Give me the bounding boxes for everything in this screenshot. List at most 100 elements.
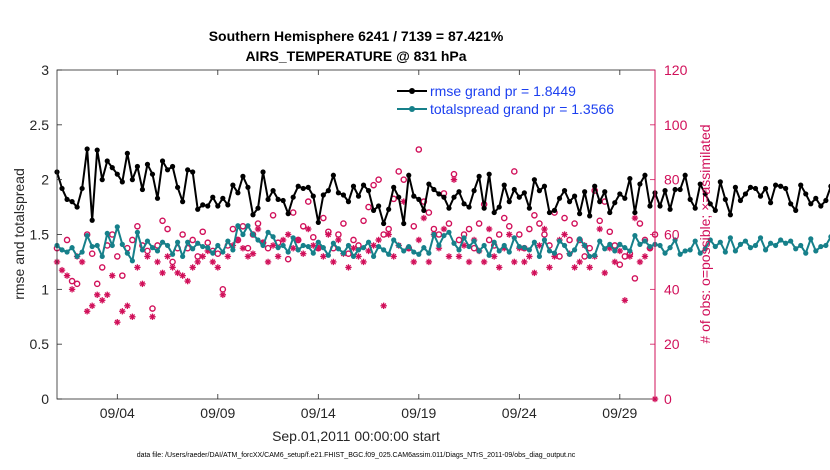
obs-assimilated-stroke-7-3 bbox=[89, 303, 95, 309]
rmse-point-150 bbox=[808, 201, 814, 207]
rmse-point-8 bbox=[94, 147, 100, 153]
rmse-point-103 bbox=[571, 193, 578, 199]
obs-assimilated-point-7 bbox=[88, 302, 96, 309]
obs-possible-point-40 bbox=[264, 244, 272, 252]
totalspread-point-46 bbox=[285, 249, 291, 255]
totalspread-point-91 bbox=[511, 235, 517, 241]
obs-assimilated-stroke-13-3 bbox=[119, 308, 126, 314]
totalspread-point-97 bbox=[541, 237, 548, 243]
rmse-point-88 bbox=[496, 204, 502, 210]
rmse-point-105 bbox=[582, 189, 588, 195]
rmse-point-75 bbox=[431, 186, 437, 193]
obs-assimilated-point-43 bbox=[269, 242, 277, 249]
obs-assimilated-point-82 bbox=[465, 258, 473, 266]
rmse-point-146 bbox=[788, 201, 794, 207]
x-axis-label: Sep.01,2011 00:00:00 start bbox=[272, 428, 440, 444]
obs-possible-point-11 bbox=[119, 272, 126, 279]
obs-assimilated-stroke-67-3 bbox=[390, 253, 397, 260]
totalspread-point-140 bbox=[757, 235, 764, 241]
obs-assimilated-stroke-64-3 bbox=[375, 237, 382, 243]
obs-assimilated-point-3 bbox=[68, 286, 76, 293]
totalspread-point-64 bbox=[376, 243, 382, 250]
rmse-point-26 bbox=[185, 167, 191, 173]
obs-assimilated-stroke-86-3 bbox=[486, 226, 492, 232]
obs-assimilated-stroke-74-3 bbox=[426, 259, 432, 265]
rmse-point-62 bbox=[365, 188, 372, 194]
obs-assimilated-point-46 bbox=[284, 231, 292, 238]
rmse-point-114 bbox=[627, 175, 633, 182]
rmse-point-6 bbox=[84, 146, 90, 152]
rmse-point-64 bbox=[376, 203, 382, 209]
obs-assimilated-stroke-38-3 bbox=[245, 253, 251, 260]
obs-assimilated-point-18 bbox=[144, 253, 151, 260]
obs-assimilated-stroke-106-3 bbox=[586, 264, 593, 271]
obs-possible-point-71 bbox=[425, 209, 433, 216]
obs-assimilated-stroke-62-3 bbox=[365, 248, 372, 254]
obs-assimilated-point-20 bbox=[154, 258, 161, 266]
totalspread-point-8 bbox=[94, 242, 100, 249]
y-axis-label-left: rmse and totalspread bbox=[11, 168, 27, 300]
obs-assimilated-stroke-58-3 bbox=[345, 264, 352, 271]
rmse-point-100 bbox=[556, 195, 563, 201]
totalspread-point-16 bbox=[134, 229, 141, 235]
totalspread-point-34 bbox=[225, 238, 231, 244]
x-axis: 09/04 09/09 09/14 09/19 09/24 09/29 bbox=[100, 70, 638, 421]
totalspread-point-130 bbox=[707, 237, 713, 243]
obs-assimilated-point-13 bbox=[119, 308, 126, 315]
totalspread-point-49 bbox=[300, 242, 306, 249]
rmse-point-40 bbox=[255, 205, 261, 211]
rmse-point-77 bbox=[441, 194, 447, 200]
obs-assimilated-point-117 bbox=[641, 253, 649, 260]
rmse-point-142 bbox=[767, 200, 774, 206]
obs-assimilated-stroke-50-3 bbox=[305, 226, 311, 232]
x-tick-label-5: 09/29 bbox=[602, 405, 637, 421]
obs-possible-point-68 bbox=[410, 222, 418, 230]
totalspread-point-24 bbox=[175, 239, 181, 245]
obs-assimilated-point-27 bbox=[189, 264, 196, 271]
obs-assimilated-stroke-22-3 bbox=[164, 253, 171, 260]
obs-assimilated-point-2 bbox=[63, 272, 71, 279]
obs-assimilated-stroke-115-3 bbox=[632, 215, 638, 221]
rmse-point-121 bbox=[662, 188, 668, 194]
obs-assimilated-stroke-72-3 bbox=[416, 237, 422, 243]
obs-assimilated-point-22 bbox=[164, 253, 171, 260]
y-axis-label-right: # of obs: o=possible; ×=assimilated bbox=[697, 124, 713, 343]
totalspread-point-27 bbox=[190, 246, 196, 252]
obs-assimilated-point-114 bbox=[626, 253, 634, 260]
totalspread-point-108 bbox=[597, 238, 603, 244]
obs-assimilated-stroke-53-3 bbox=[320, 253, 327, 260]
obs-assimilated-point-6 bbox=[83, 308, 91, 315]
totalspread-point-87 bbox=[491, 239, 497, 245]
rmse-point-148 bbox=[798, 182, 804, 188]
obs-assimilated-point-8 bbox=[94, 291, 101, 299]
obs-assimilated-point-11 bbox=[109, 272, 116, 279]
rmse-point-80 bbox=[456, 189, 462, 195]
obs-possible-point-98 bbox=[561, 214, 568, 222]
totalspread-point-131 bbox=[712, 243, 718, 250]
totalspread-point-18 bbox=[144, 238, 151, 244]
obs-assimilated-stroke-8-3 bbox=[94, 292, 100, 298]
rmse-point-127 bbox=[692, 205, 698, 211]
x-tick-label-1: 09/09 bbox=[200, 405, 235, 421]
x-tick-label-4: 09/24 bbox=[502, 405, 537, 421]
obs-assimilated-point-74 bbox=[425, 258, 433, 266]
rmse-point-60 bbox=[355, 193, 362, 199]
obs-assimilated-point-106 bbox=[586, 264, 593, 271]
obs-assimilated-stroke-26-3 bbox=[184, 278, 191, 284]
rmse-point-97 bbox=[541, 183, 548, 189]
rmse-point-152 bbox=[818, 203, 824, 209]
obs-possible-point-103 bbox=[586, 244, 593, 252]
obs-assimilated-stroke-47-3 bbox=[290, 245, 296, 251]
totalspread-point-133 bbox=[722, 249, 728, 255]
totalspread-point-132 bbox=[717, 239, 723, 245]
totalspread-point-11 bbox=[109, 242, 115, 249]
obs-assimilated-stroke-91-3 bbox=[511, 259, 517, 265]
rmse-point-27 bbox=[190, 169, 196, 175]
x-tick-label-2: 09/14 bbox=[301, 405, 336, 421]
totalspread-point-146 bbox=[788, 238, 794, 244]
totalspread-point-50 bbox=[305, 243, 311, 250]
totalspread-point-92 bbox=[516, 243, 522, 250]
totalspread-point-110 bbox=[607, 241, 613, 247]
rmse-point-45 bbox=[280, 197, 286, 204]
obs-assimilated-point-47 bbox=[289, 245, 297, 252]
